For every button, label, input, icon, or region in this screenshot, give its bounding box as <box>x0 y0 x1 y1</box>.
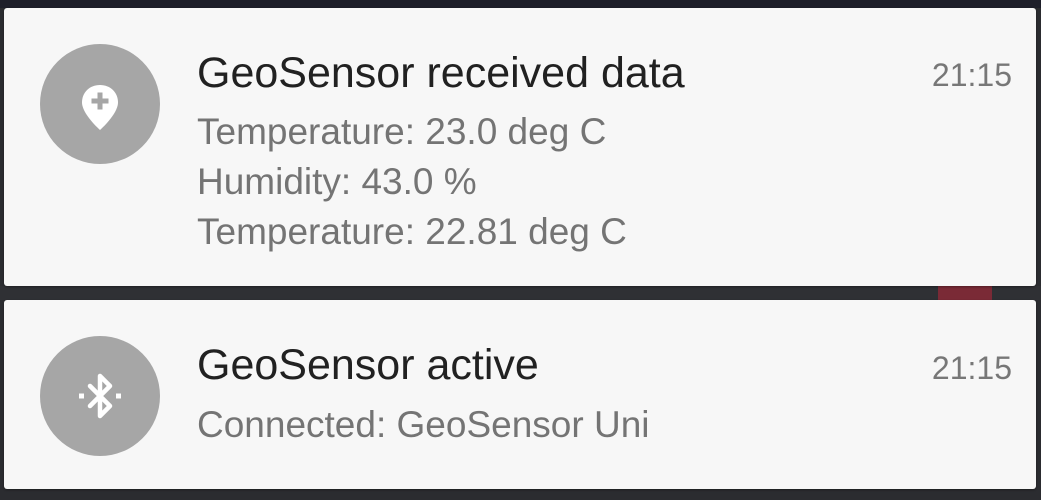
notification-app-icon <box>40 336 160 456</box>
shade-backdrop <box>0 286 1041 300</box>
location-pin-plus-icon <box>82 85 118 130</box>
notification-time: 21:15 <box>931 57 1012 93</box>
notification-body: Connected: GeoSensor Uni <box>197 400 650 450</box>
shade-backdrop-accent <box>938 286 992 300</box>
notification-line-temperature-2: Temperature: 22.81 deg C <box>197 211 627 252</box>
notification-app-icon <box>40 44 160 164</box>
notification-title: GeoSensor active <box>197 341 539 389</box>
bluetooth-searching-icon <box>79 373 121 419</box>
notification-time: 21:15 <box>931 350 1012 386</box>
notification-body: Temperature: 23.0 deg C Humidity: 43.0 %… <box>197 107 627 257</box>
status-bar-edge <box>0 0 1041 8</box>
notification-geosensor-active[interactable]: GeoSensor active 21:15 Connected: GeoSen… <box>4 300 1036 489</box>
notification-line-connected: Connected: GeoSensor Uni <box>197 404 650 445</box>
notification-geosensor-data[interactable]: GeoSensor received data 21:15 Temperatur… <box>4 8 1036 286</box>
notification-line-temperature: Temperature: 23.0 deg C <box>197 111 607 152</box>
notification-line-humidity: Humidity: 43.0 % <box>197 161 477 202</box>
notification-title: GeoSensor received data <box>197 49 685 97</box>
